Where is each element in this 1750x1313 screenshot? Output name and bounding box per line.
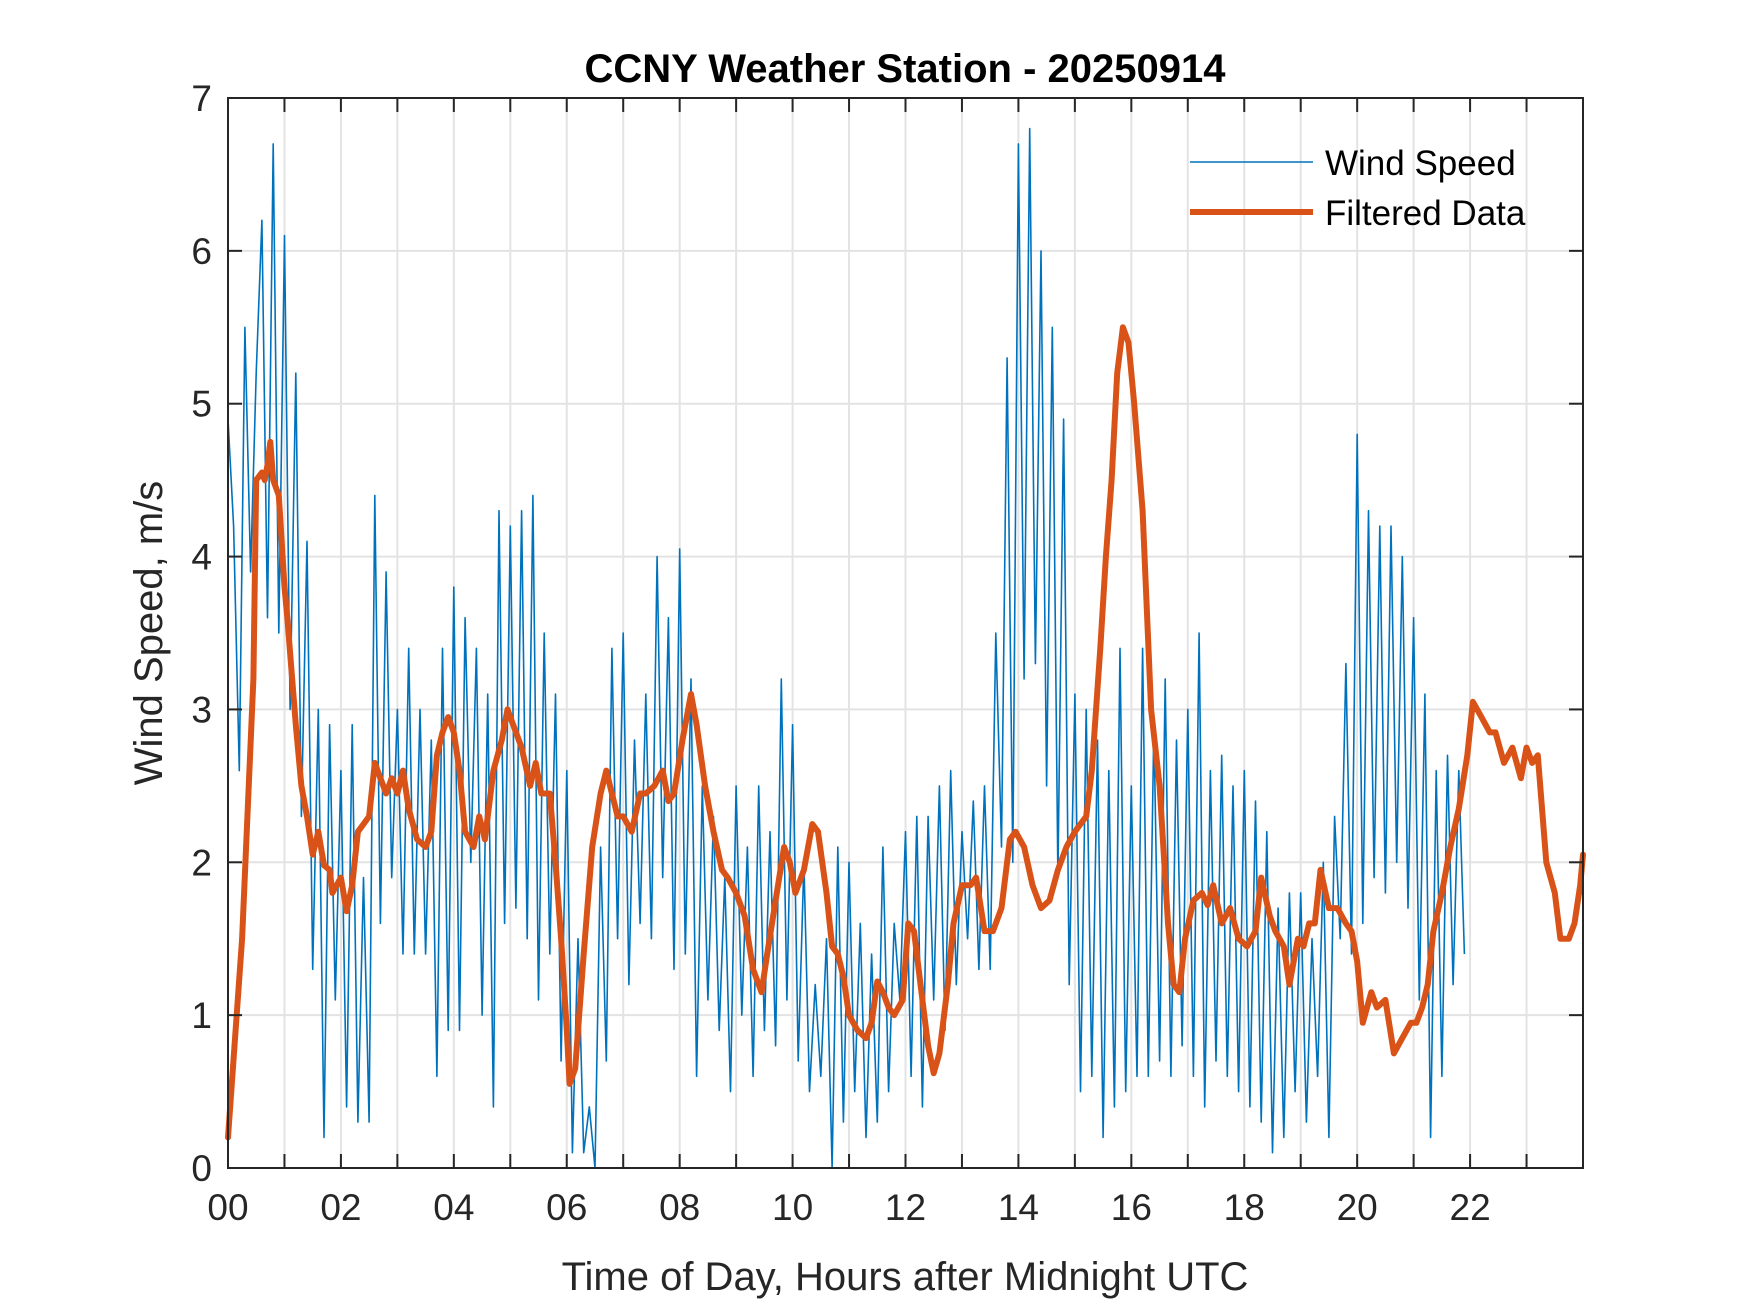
x-tick-labels: 00 02 04 06 08 10 12 14 16 18 20 22 [207,1187,1490,1228]
y-tick-label: 6 [191,231,212,272]
x-tick-label: 04 [433,1187,474,1228]
y-tick-label: 7 [191,78,212,119]
chart-title: CCNY Weather Station - 20250914 [585,47,1227,91]
x-tick-label: 18 [1224,1187,1265,1228]
x-tick-label: 02 [320,1187,361,1228]
x-tick-label: 08 [659,1187,700,1228]
y-tick-label: 2 [191,842,212,883]
x-axis-label: Time of Day, Hours after Midnight UTC [562,1255,1249,1299]
y-tick-labels: 0 1 2 3 4 5 6 7 [191,78,212,1189]
y-tick-label: 4 [191,537,212,578]
axis-ticks [228,97,1583,1169]
x-tick-label: 16 [1111,1187,1152,1228]
y-axis-label: Wind Speed, m/s [127,481,171,786]
x-tick-label: 06 [546,1187,587,1228]
x-tick-label: 20 [1337,1187,1378,1228]
x-tick-label: 14 [998,1187,1039,1228]
filtered-data-series [225,324,1586,1141]
legend-filtered-data-label: Filtered Data [1325,194,1526,233]
y-tick-label: 5 [191,384,212,425]
x-tick-label: 12 [885,1187,926,1228]
y-tick-label: 3 [191,689,212,730]
x-tick-label: 00 [207,1187,248,1228]
y-tick-label: 0 [191,1148,212,1189]
filtered-data-line [225,324,1586,1141]
x-tick-label: 10 [772,1187,813,1228]
legend: Wind Speed Filtered Data [1190,144,1526,233]
legend-wind-speed-label: Wind Speed [1325,144,1516,183]
x-tick-label: 22 [1450,1187,1491,1228]
y-tick-label: 1 [191,995,212,1036]
